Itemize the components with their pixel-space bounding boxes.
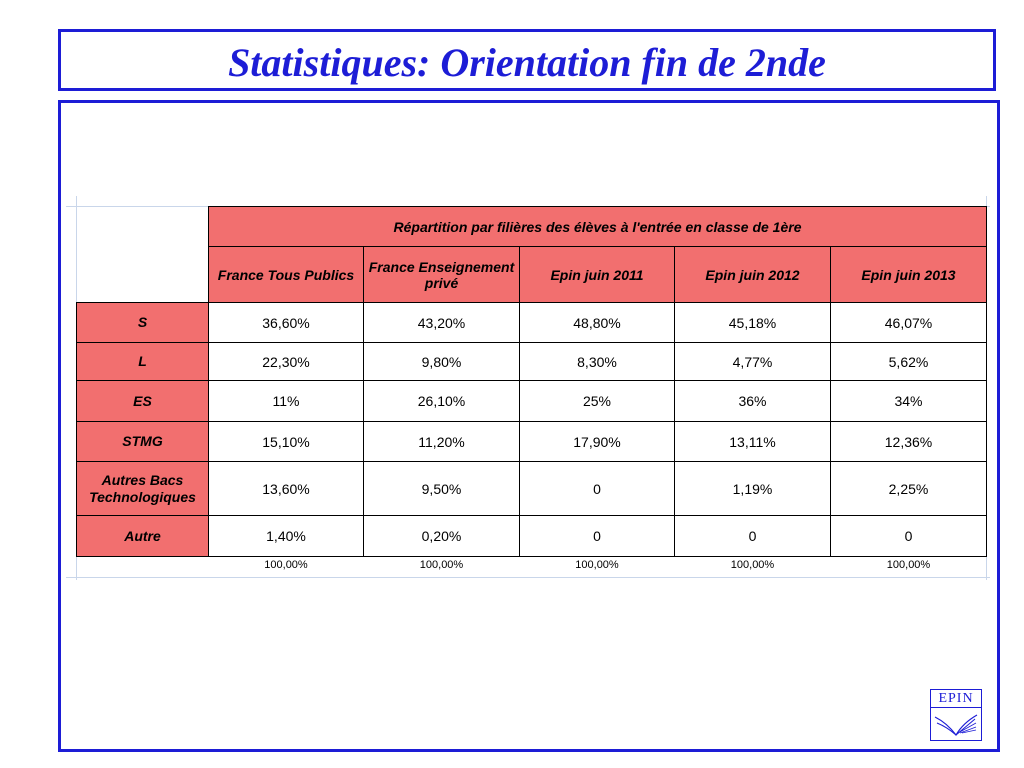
table-cell: 15,10% bbox=[208, 421, 364, 462]
row-header: Autres Bacs Technologiques bbox=[76, 461, 209, 516]
column-header: Epin juin 2011 bbox=[519, 246, 675, 303]
table-cell: 11,20% bbox=[363, 421, 520, 462]
table-cell: 0 bbox=[830, 515, 987, 557]
table-cell: 11% bbox=[208, 380, 364, 422]
total-cell: 100,00% bbox=[886, 558, 931, 571]
column-header: France Tous Publics bbox=[208, 246, 364, 303]
table-cell: 0 bbox=[519, 461, 675, 516]
table-cell: 43,20% bbox=[363, 302, 520, 343]
table-cell: 1,19% bbox=[674, 461, 831, 516]
table-cell: 2,25% bbox=[830, 461, 987, 516]
row-header: L bbox=[76, 342, 209, 381]
table-cell: 13,60% bbox=[208, 461, 364, 516]
column-header-row: France Tous Publics France Enseignement … bbox=[77, 246, 987, 303]
table-cell: 1,40% bbox=[208, 515, 364, 557]
total-cell: 100,00% bbox=[730, 558, 775, 571]
total-cell: 100,00% bbox=[264, 558, 308, 571]
grid-guide bbox=[66, 577, 990, 578]
row-header: Autre bbox=[76, 515, 209, 557]
row-header: ES bbox=[76, 380, 209, 422]
table-cell: 0 bbox=[674, 515, 831, 557]
column-header: Epin juin 2012 bbox=[674, 246, 831, 303]
table-cell: 22,30% bbox=[208, 342, 364, 381]
table-cell: 45,18% bbox=[674, 302, 831, 343]
table-caption: Répartition par filières des élèves à l'… bbox=[208, 206, 987, 247]
content-frame bbox=[58, 100, 1000, 752]
table-row: ES 11% 26,10% 25% 36% 34% bbox=[76, 380, 987, 422]
table-cell: 12,36% bbox=[830, 421, 987, 462]
table-row: Autres Bacs Technologiques 13,60% 9,50% … bbox=[76, 461, 987, 516]
table-cell: 0,20% bbox=[363, 515, 520, 557]
column-header: Epin juin 2013 bbox=[830, 246, 987, 303]
row-header: S bbox=[76, 302, 209, 343]
row-header: STMG bbox=[76, 421, 209, 462]
slide-title: Statistiques: Orientation fin de 2nde bbox=[228, 40, 826, 85]
totals-row: 100,00% 100,00% 100,00% 100,00% 100,00% bbox=[77, 557, 987, 573]
table-cell: 13,11% bbox=[674, 421, 831, 462]
table-cell: 0 bbox=[519, 515, 675, 557]
table-cell: 36,60% bbox=[208, 302, 364, 343]
table-row: Autre 1,40% 0,20% 0 0 0 bbox=[76, 515, 987, 557]
statistics-table: Répartition par filières des élèves à l'… bbox=[76, 206, 987, 573]
table-row: STMG 15,10% 11,20% 17,90% 13,11% 12,36% bbox=[76, 421, 987, 462]
epin-logo: EPIN bbox=[930, 689, 982, 741]
table-cell: 9,50% bbox=[363, 461, 520, 516]
table-cell: 26,10% bbox=[363, 380, 520, 422]
grid-guide bbox=[986, 196, 987, 580]
table-cell: 48,80% bbox=[519, 302, 675, 343]
column-header: France Enseignement privé bbox=[363, 246, 520, 303]
caption-row: Répartition par filières des élèves à l'… bbox=[77, 206, 987, 247]
table-row: L 22,30% 9,80% 8,30% 4,77% 5,62% bbox=[76, 342, 987, 381]
table-cell: 17,90% bbox=[519, 421, 675, 462]
table-cell: 9,80% bbox=[363, 342, 520, 381]
table-row: S 36,60% 43,20% 48,80% 45,18% 46,07% bbox=[76, 302, 987, 343]
empty-corner bbox=[77, 247, 209, 303]
empty-cell bbox=[77, 557, 209, 573]
logo-text: EPIN bbox=[931, 691, 981, 708]
table-cell: 4,77% bbox=[674, 342, 831, 381]
open-book-icon bbox=[934, 714, 978, 737]
total-cell: 100,00% bbox=[575, 558, 619, 571]
total-cell: 100,00% bbox=[419, 558, 464, 571]
table-cell: 8,30% bbox=[519, 342, 675, 381]
table-cell: 5,62% bbox=[830, 342, 987, 381]
table-cell: 46,07% bbox=[830, 302, 987, 343]
empty-corner bbox=[77, 207, 209, 247]
table-cell: 36% bbox=[674, 380, 831, 422]
title-frame: Statistiques: Orientation fin de 2nde bbox=[58, 29, 996, 91]
table-cell: 34% bbox=[830, 380, 987, 422]
table-cell: 25% bbox=[519, 380, 675, 422]
